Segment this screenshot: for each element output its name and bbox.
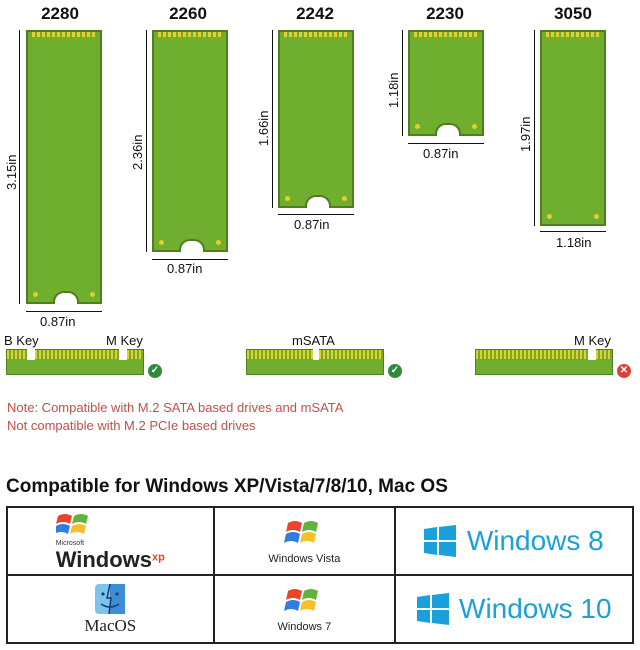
size-title-2280: 2280 — [41, 4, 79, 23]
windows-7-flag-icon — [284, 589, 319, 611]
windows-xp-flag-icon — [55, 513, 88, 534]
note-compatible: Note: Compatible with M.2 SATA based dri… — [7, 400, 344, 415]
os-cell-mac: MacOS — [6, 574, 215, 644]
size-title-2260: 2260 — [169, 4, 207, 23]
os-cell-win7: Windows 7 — [212, 574, 397, 644]
dim-height-3050: 1.97in — [518, 116, 533, 152]
os-cell-win10: Windows 10 — [394, 574, 634, 644]
xp-suffix: xp — [152, 551, 165, 564]
windows-vista-flag-icon — [284, 521, 319, 543]
windows-8-label: Windows 8 — [466, 525, 604, 556]
size-title-2230: 2230 — [426, 4, 464, 23]
m2-card-2280 — [26, 30, 102, 304]
m2-card-2242 — [278, 30, 354, 208]
os-cell-xp: Microsoft Windowsxp — [6, 506, 215, 576]
windows-vista-label: Windows Vista — [268, 553, 341, 565]
windows-7-label: Windows 7 — [277, 621, 332, 633]
msata-label: mSATA — [292, 333, 335, 348]
dim-height-2230: 1.18in — [386, 72, 401, 108]
note-not-compatible: Not compatible with M.2 PCIe based drive… — [7, 418, 256, 433]
b-m-key-connector — [6, 349, 144, 375]
windows-xp-label: Windows — [55, 546, 153, 572]
windows-10-logo-icon — [416, 593, 449, 625]
microsoft-label: Microsoft — [55, 539, 85, 547]
dim-width-2242: 0.87in — [294, 217, 330, 232]
compatible-check-icon: ✓ — [388, 364, 402, 378]
os-cell-vista: Windows Vista — [212, 506, 397, 576]
m2-card-2260 — [152, 30, 228, 252]
msata-connector — [246, 349, 384, 375]
size-title-3050: 3050 — [554, 4, 592, 23]
dim-height-2280: 3.15in — [4, 154, 19, 190]
os-compatibility-grid: Microsoft Windowsxp Windows Vista Window… — [6, 506, 634, 644]
compatible-check-icon: ✓ — [148, 364, 162, 378]
m2-card-2230 — [408, 30, 484, 136]
windows-10-label: Windows 10 — [459, 593, 612, 624]
m2-card-3050 — [540, 30, 606, 226]
b-key-label: B Key — [4, 333, 39, 348]
os-cell-win8: Windows 8 — [394, 506, 634, 576]
dim-width-3050: 1.18in — [556, 235, 592, 250]
m-key-left-label: M Key — [106, 333, 143, 348]
windows-8-logo-icon — [424, 525, 457, 557]
mac-os-label: MacOS — [84, 616, 137, 635]
compatibility-title: Compatible for Windows XP/Vista/7/8/10, … — [6, 476, 448, 497]
m-key-connector — [475, 349, 613, 375]
dim-width-2230: 0.87in — [423, 146, 459, 161]
mac-finder-icon — [95, 583, 126, 615]
dim-width-2280: 0.87in — [40, 314, 76, 329]
dim-height-2260: 2.36in — [130, 134, 145, 170]
dim-height-2242: 1.66in — [256, 110, 271, 146]
dim-width-2260: 0.87in — [167, 261, 203, 276]
m-key-right-label: M Key — [574, 333, 611, 348]
not-compatible-x-icon: ✕ — [617, 364, 631, 378]
size-title-2242: 2242 — [296, 4, 334, 23]
